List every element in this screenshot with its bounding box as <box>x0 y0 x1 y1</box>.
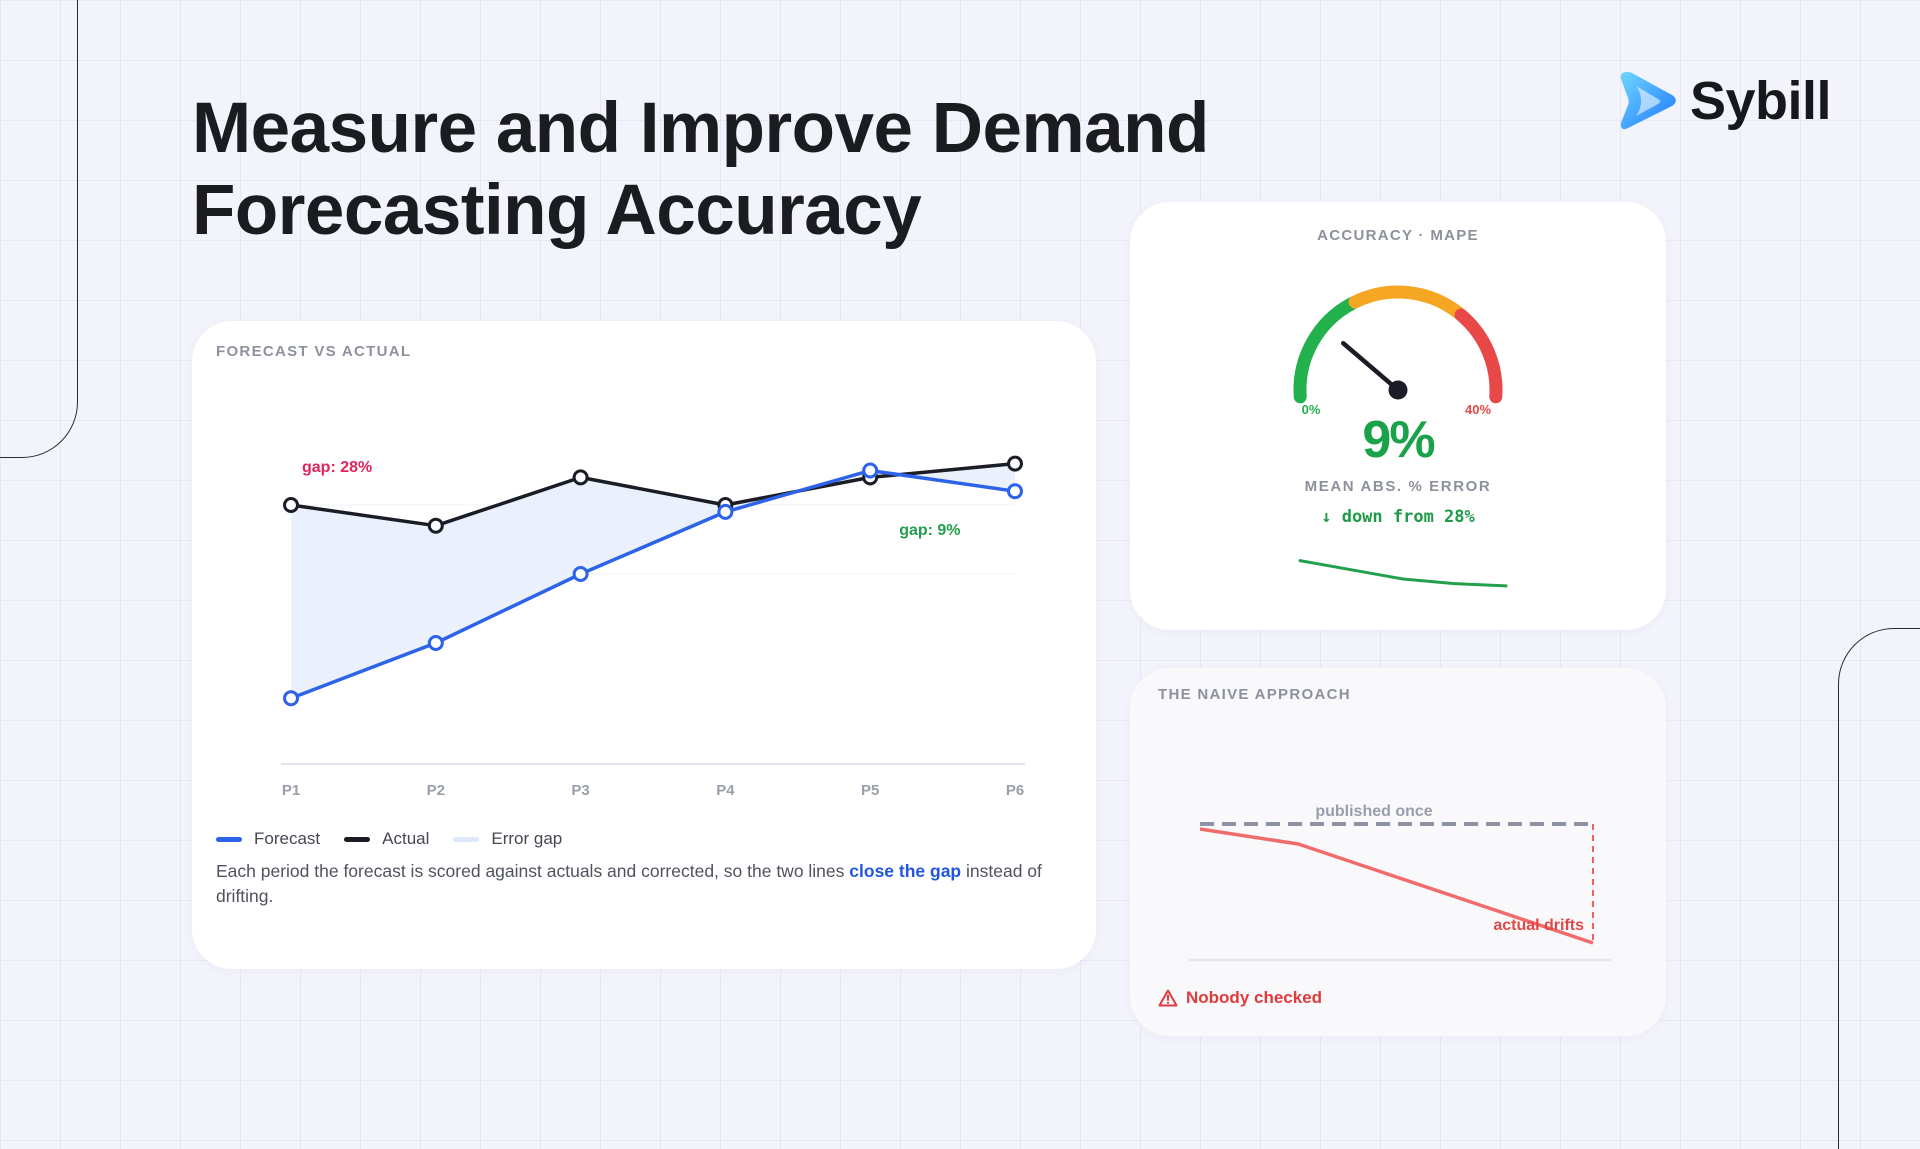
forecast-point <box>717 503 734 520</box>
x-tick-label: P3 <box>571 782 589 799</box>
x-tick-label: P1 <box>282 782 300 799</box>
x-tick-label: P4 <box>716 782 735 799</box>
caption-text-prefix: Each period the forecast is scored again… <box>216 861 845 881</box>
error-gap-area <box>291 463 1015 699</box>
nobody-checked-warning: Nobody checked <box>1158 988 1322 1008</box>
page-title-line-2: Forecasting Accuracy <box>192 171 922 250</box>
gauge-needle <box>1341 340 1401 393</box>
brand-name: Sybill <box>1690 71 1832 131</box>
naive-chart: published once actual drifts <box>1188 803 1612 962</box>
actual-point <box>1007 455 1023 472</box>
mape-delta: ↓ down from 28% <box>1321 507 1475 527</box>
legend-forecast-swatch <box>216 836 242 842</box>
legend-error-gap: Error gap <box>453 829 562 849</box>
mape-sparkline <box>1298 559 1508 588</box>
gauge-max-label: 40% <box>1465 402 1491 417</box>
legend-forecast-label: Forecast <box>254 829 321 848</box>
forecast-point <box>1007 483 1023 500</box>
gauge-hub <box>1388 380 1408 400</box>
sybill-play-logo-icon <box>1620 72 1676 130</box>
actual-point <box>572 469 589 486</box>
forecast-vs-actual-card: FORECAST VS ACTUAL P1 P2 P3 P4 P5 P6 gap: 28% g… <box>192 321 1096 969</box>
chart-legend: Forecast Actual Error gap <box>216 829 562 849</box>
gauge-arc-warn <box>1348 285 1465 320</box>
mape-value: 9% <box>1362 411 1435 469</box>
mape-gauge: 0% 40% <box>1293 285 1503 417</box>
mape-trend-line <box>1298 559 1508 588</box>
actual-drifts-label: actual drifts <box>1493 917 1584 934</box>
decorative-corner-top-left <box>0 0 78 458</box>
accuracy-card-label: ACCURACY · MAPE <box>1317 227 1479 244</box>
x-tick-label: P2 <box>427 782 445 799</box>
published-once-label: published once <box>1315 803 1432 820</box>
close-the-gap-link[interactable]: close the gap <box>849 861 962 881</box>
legend-error-gap-swatch <box>453 836 480 842</box>
gauge-arc-good <box>1293 296 1359 404</box>
legend-actual: Actual <box>344 829 429 849</box>
forecast-point <box>427 635 444 651</box>
brand-logo: Sybill <box>1618 66 1848 136</box>
naive-card-label: THE NAIVE APPROACH <box>1158 686 1351 703</box>
forecast-caption: Each period the forecast is scored again… <box>216 859 1076 909</box>
gauge-min-label: 0% <box>1302 402 1321 417</box>
mape-metric-label: MEAN ABS. % ERROR <box>1304 478 1492 495</box>
actual-point <box>283 497 299 513</box>
forecast-chart: P1 P2 P3 P4 P5 P6 gap: 28% gap: 9% <box>281 455 1025 799</box>
gauge-arc-bad <box>1454 308 1503 404</box>
warning-text: Nobody checked <box>1186 988 1323 1007</box>
page-title: Measure and Improve Demand Forecasting A… <box>192 88 1209 252</box>
x-tick-label: P5 <box>861 782 879 799</box>
naive-approach-card: THE NAIVE APPROACH published once actual … <box>1130 668 1666 1036</box>
decorative-corner-bottom-right <box>1838 628 1920 1149</box>
actual-point <box>427 517 444 534</box>
forecast-point <box>862 462 879 479</box>
x-tick-label: P6 <box>1006 782 1024 799</box>
forecast-point <box>572 566 589 582</box>
forecast-line <box>290 468 1016 700</box>
warning-triangle-icon <box>1158 989 1178 1007</box>
gap-annotation: gap: 9% <box>899 522 960 539</box>
forecast-card-label: FORECAST VS ACTUAL <box>216 343 412 360</box>
caption-text-suffix: instead of drifting. <box>216 861 1042 906</box>
legend-forecast: Forecast <box>216 829 320 849</box>
legend-error-gap-label: Error gap <box>491 829 563 848</box>
legend-actual-label: Actual <box>382 829 430 848</box>
page-title-line-1: Measure and Improve Demand <box>192 89 1209 168</box>
forecast-point <box>283 690 299 707</box>
gap-annotation: gap: 28% <box>302 459 372 476</box>
actual-drift-line <box>1199 827 1594 945</box>
accuracy-mape-card: ACCURACY · MAPE 0% 40% 9% MEAN ABS. % ERR… <box>1130 202 1666 630</box>
legend-actual-swatch <box>344 836 371 842</box>
